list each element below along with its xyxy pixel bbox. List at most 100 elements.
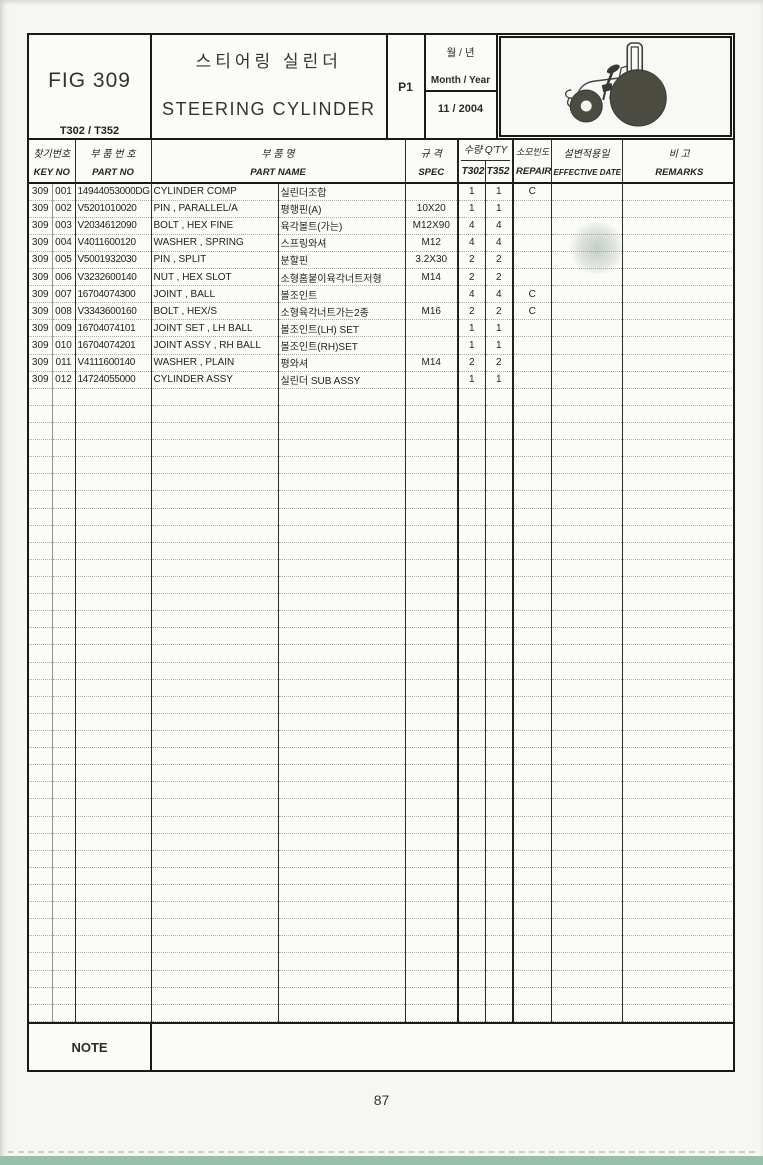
cell-spec xyxy=(405,627,460,646)
cell-part-no xyxy=(75,593,152,612)
cell-part-no: V5001932030 xyxy=(75,251,152,270)
cell-name-ko xyxy=(278,542,406,560)
table-row-empty xyxy=(29,952,733,971)
col-header-spec-en: SPEC xyxy=(418,166,445,178)
cell-name-ko xyxy=(278,798,406,817)
cell-spec xyxy=(405,1004,460,1022)
table-row-empty xyxy=(29,525,733,543)
cell-effective xyxy=(551,285,623,304)
cell-key xyxy=(52,713,76,732)
cell-part-no xyxy=(75,490,152,509)
cell-spec xyxy=(405,559,460,578)
cell-fig xyxy=(29,559,53,578)
cell-qty-t302 xyxy=(458,627,486,646)
cell-part-no xyxy=(75,456,152,475)
cell-key xyxy=(52,405,76,424)
cell-name-en xyxy=(151,439,279,458)
cell-name-ko xyxy=(278,850,406,868)
cell-name-ko xyxy=(278,576,406,595)
cell-name-ko xyxy=(278,867,406,885)
cell-fig xyxy=(29,662,53,680)
cell-spec xyxy=(405,679,460,697)
cell-name-en xyxy=(151,627,279,646)
page-code: P1 xyxy=(388,35,426,138)
cell-name-en: PIN , PARALLEL/A xyxy=(151,200,279,218)
cell-part-no xyxy=(75,850,152,868)
cell-fig: 309 xyxy=(29,217,53,235)
cell-key xyxy=(52,576,76,595)
cell-qty-t302 xyxy=(458,884,486,903)
cell-qty-t352 xyxy=(485,798,515,817)
cell-qty-t302 xyxy=(458,490,486,509)
cell-qty-t352 xyxy=(485,747,515,766)
cell-name-ko: 평행핀(A) xyxy=(278,200,406,218)
cell-name-en xyxy=(151,970,279,988)
cell-effective xyxy=(551,867,623,885)
cell-fig xyxy=(29,610,53,629)
parts-table-wrap: 찾기번호 KEY NO 부 품 번 호 PART NO 부 품 명 xyxy=(27,140,735,1024)
cell-spec xyxy=(405,336,460,355)
cell-qty-t352: 2 xyxy=(485,354,515,372)
parts-table-body: 309 001 14944053000DG CYLINDER COMP 실린더조합 1 1 C… xyxy=(29,183,733,1022)
note-content xyxy=(152,1024,733,1070)
cell-effective xyxy=(551,644,623,663)
cell-key: 009 xyxy=(52,319,76,338)
table-row-empty xyxy=(29,1004,733,1022)
cell-spec: 10X20 xyxy=(405,200,460,218)
table-row-empty xyxy=(29,542,733,560)
col-header-part-name-ko: 부 품 명 xyxy=(261,148,295,160)
cell-fig xyxy=(29,593,53,612)
cell-name-en xyxy=(151,593,279,612)
cell-name-en xyxy=(151,490,279,509)
scan-edge-dashes xyxy=(8,1151,755,1153)
cell-qty-t352 xyxy=(485,764,515,783)
col-header-qty: 수량 Q'TY T302 T352 xyxy=(458,140,515,184)
table-row-empty xyxy=(29,456,733,475)
table-row-empty xyxy=(29,662,733,680)
cell-fig xyxy=(29,405,53,424)
cell-fig xyxy=(29,833,53,851)
cell-name-en xyxy=(151,679,279,697)
cell-fig xyxy=(29,970,53,988)
cell-fig: 309 xyxy=(29,251,53,270)
cell-repair xyxy=(513,747,552,766)
cell-name-en xyxy=(151,935,279,954)
cell-spec: M14 xyxy=(405,354,460,372)
cell-qty-t302 xyxy=(458,781,486,800)
cell-part-no xyxy=(75,388,152,406)
cell-effective xyxy=(551,354,623,372)
cell-qty-t352 xyxy=(485,987,515,1005)
cell-remarks xyxy=(622,388,733,406)
cell-remarks xyxy=(622,183,733,201)
table-row-empty xyxy=(29,987,733,1005)
cell-part-no: 14944053000DG xyxy=(75,183,152,201)
cell-spec xyxy=(405,422,460,441)
cell-qty-t302: 2 xyxy=(458,251,486,270)
cell-spec xyxy=(405,935,460,954)
cell-qty-t302 xyxy=(458,833,486,851)
cell-qty-t352 xyxy=(485,473,515,492)
divider xyxy=(425,90,496,92)
cell-fig xyxy=(29,1004,53,1022)
cell-name-ko: 소형육각너트가는2종 xyxy=(278,302,406,321)
cell-remarks xyxy=(622,644,733,663)
cell-name-en: WASHER , SPRING xyxy=(151,234,279,252)
cell-key xyxy=(52,918,76,937)
cell-key: 012 xyxy=(52,371,76,389)
cell-part-no xyxy=(75,816,152,834)
cell-effective xyxy=(551,781,623,800)
cell-effective xyxy=(551,610,623,629)
cell-part-no xyxy=(75,576,152,595)
cell-qty-t302: 1 xyxy=(458,336,486,355)
cell-repair xyxy=(513,867,552,885)
cell-spec xyxy=(405,747,460,766)
cell-repair: C xyxy=(513,183,552,201)
cell-qty-t352 xyxy=(485,542,515,560)
cell-qty-t302 xyxy=(458,456,486,475)
cell-key xyxy=(52,987,76,1005)
cell-part-no xyxy=(75,422,152,441)
cell-qty-t352 xyxy=(485,388,515,406)
cell-part-no xyxy=(75,764,152,783)
cell-repair xyxy=(513,405,552,424)
cell-qty-t302 xyxy=(458,559,486,578)
